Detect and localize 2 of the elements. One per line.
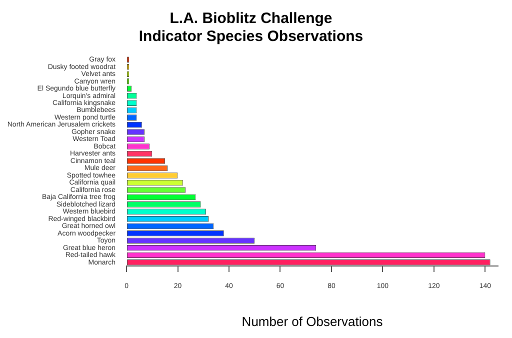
- x-axis-title: Number of Observations: [242, 314, 384, 329]
- chart-title: L.A. Bioblitz Challenge Indicator Species Observations: [138, 10, 364, 46]
